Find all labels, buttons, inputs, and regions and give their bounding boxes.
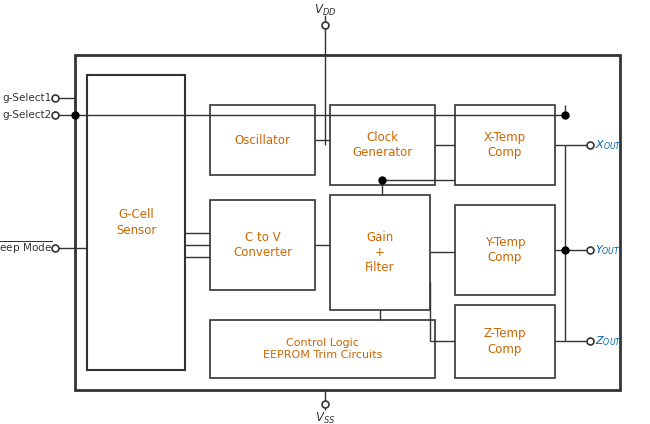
Text: Gain
+
Filter: Gain + Filter [365,231,395,274]
Text: $V_{SS}$: $V_{SS}$ [315,410,335,424]
Text: g-Select1: g-Select1 [3,93,52,103]
Text: Control Logic
EEPROM Trim Circuits: Control Logic EEPROM Trim Circuits [263,338,382,360]
Bar [75,55,620,390]
Text: Clock
Generator: Clock Generator [352,131,413,159]
Text: Z-Temp
Comp: Z-Temp Comp [484,327,527,355]
Text: $X_{OUT}$: $X_{OUT}$ [595,138,622,152]
Text: G-Cell
Sensor: G-Cell Sensor [116,209,156,237]
Bar [87,75,185,370]
Bar [455,105,555,185]
Bar [330,195,430,310]
Text: X-Temp
Comp: X-Temp Comp [484,131,526,159]
Text: $\overline{\rm Sleep\ Mode}$: $\overline{\rm Sleep\ Mode}$ [0,240,52,257]
Text: $Z_{OUT}$: $Z_{OUT}$ [595,334,622,348]
Text: $V_{DD}$: $V_{DD}$ [314,3,336,17]
Bar [455,205,555,295]
Bar [455,305,555,378]
Text: Y-Temp
Comp: Y-Temp Comp [485,236,525,264]
Bar [210,320,435,378]
Text: Oscillator: Oscillator [235,134,291,147]
Text: $Y_{OUT}$: $Y_{OUT}$ [595,243,621,257]
Bar [210,200,315,290]
Bar [210,105,315,175]
Text: C to V
Converter: C to V Converter [233,231,292,259]
Bar [330,105,435,185]
Text: g-Select2: g-Select2 [3,110,52,120]
